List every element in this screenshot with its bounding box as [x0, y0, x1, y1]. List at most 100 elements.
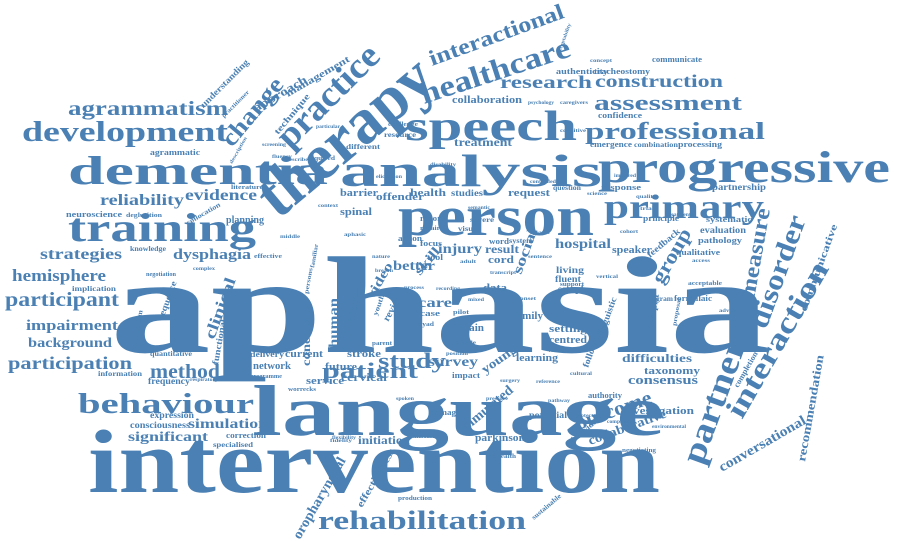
word-partnership: partnership: [712, 182, 766, 192]
word-pathology: pathology: [698, 236, 742, 245]
word-planning: planning: [226, 215, 264, 226]
word-sentence: sentence: [528, 255, 553, 260]
word-systematic: systematic: [706, 215, 753, 224]
word-psychology: psychology: [528, 101, 555, 106]
word-agrammatism: agrammatism: [68, 98, 228, 120]
word-protector: protector: [575, 414, 600, 419]
word-program: program: [645, 295, 673, 303]
word-evidence: evidence: [185, 187, 257, 204]
word-action: action: [398, 234, 423, 243]
word-context: context: [318, 204, 338, 209]
word-rehabilitation: rehabilitation: [318, 506, 527, 535]
word-investigation: investigation: [622, 406, 695, 417]
word-construction: construction: [595, 71, 723, 91]
word-collaboration: collaboration: [452, 95, 523, 106]
word-barrier: barrier: [340, 187, 378, 199]
word-pathway: pathway: [548, 399, 571, 404]
word-injury: injury: [438, 242, 482, 257]
word-resource: resource: [384, 131, 416, 139]
word-report: report: [420, 214, 444, 223]
word-programme: programme: [250, 374, 282, 380]
word-service: service: [306, 375, 344, 387]
word-intervention: intervention: [88, 413, 660, 512]
word-reliability: reliability: [100, 192, 184, 209]
word-behaviour: behaviour: [78, 389, 254, 420]
word-process: process: [404, 286, 424, 291]
word-sample: sample: [558, 284, 588, 294]
word-effective: effective: [254, 254, 282, 260]
word-science: science: [587, 192, 608, 197]
word-parent: parent: [372, 341, 392, 347]
word-response: response: [601, 183, 642, 192]
word-cognitive: cognitive: [560, 129, 587, 134]
word-semantic: semantic: [468, 206, 491, 211]
word-cultural: cultural: [570, 372, 593, 377]
word-potential: potential: [529, 410, 568, 420]
word-human: human: [327, 298, 342, 348]
word-pilot: pilot: [453, 310, 469, 316]
word-communicate: communicate: [652, 55, 702, 64]
word-challenge: challenge: [388, 122, 418, 128]
word-environmental: environmental: [652, 425, 687, 430]
word-information: information: [98, 370, 142, 378]
word-negotiating: negotiating: [622, 448, 656, 454]
word-onset: onset: [520, 297, 536, 302]
word-telehealth: telehealth: [486, 454, 517, 460]
word-describe: describe: [286, 158, 309, 163]
word-taxonomy: taxonomy: [644, 365, 701, 377]
word-person: person: [398, 186, 594, 248]
word-consciousness: consciousness: [130, 420, 191, 430]
word-respiratory: respiratory: [190, 378, 219, 383]
word-speech: speech: [405, 104, 577, 150]
word-system: system: [509, 237, 533, 245]
word-setting: setting: [549, 324, 587, 335]
word-brain: brain: [458, 323, 484, 334]
word-living: living: [556, 265, 585, 275]
word-fluent: fluent: [555, 274, 581, 284]
word-result: result: [485, 242, 519, 256]
word-health: health: [410, 187, 446, 199]
word-advice: advice: [719, 309, 738, 314]
word-emergence: emergence: [590, 140, 633, 149]
word-hemisphere: hemisphere: [12, 266, 106, 285]
word-progressive: progressive: [598, 143, 890, 192]
word-acquired: acquired: [307, 156, 336, 162]
word-mixed: mixed: [468, 298, 484, 303]
word-dementia: dementia: [68, 148, 328, 193]
word-production: production: [398, 496, 433, 502]
word-frequency: frequency: [148, 376, 191, 386]
word-speaker: speaker: [612, 245, 653, 256]
word-dyad: dyad: [418, 322, 435, 328]
word-delivery: delivery: [250, 350, 284, 359]
word-expression: expression: [150, 410, 194, 420]
word-different: different: [346, 143, 381, 151]
word-support: support: [560, 282, 584, 288]
word-background: background: [28, 336, 112, 351]
word-adult: adult: [460, 260, 476, 265]
word-study: study: [378, 348, 446, 373]
word-transcript: transcript: [490, 271, 516, 276]
word-initiation: initiation: [358, 433, 410, 447]
word-recording: recording: [436, 287, 461, 292]
word-processing: processing: [678, 140, 722, 149]
word-participation: participation: [8, 353, 132, 373]
word-spinal: spinal: [340, 207, 372, 218]
word-recommendation: recommendation: [794, 353, 827, 462]
word-stroke: stroke: [347, 349, 382, 360]
word-offender: offender: [376, 191, 424, 203]
word-fragile: fragile: [456, 341, 477, 346]
word-strategies: strategies: [40, 246, 122, 263]
word-literature: literature: [231, 185, 263, 191]
word-particular: particular: [316, 125, 341, 130]
word-position: position: [446, 352, 468, 357]
word-future: future: [325, 362, 358, 373]
word-authority: authority: [588, 391, 622, 400]
word-knowledge: knowledge: [130, 245, 166, 253]
word-request: request: [508, 187, 550, 199]
word-aphasic: aphasic: [344, 233, 367, 238]
word-language: language: [252, 371, 664, 451]
word-severe: severe: [470, 216, 494, 224]
word-evaluation: evaluation: [700, 225, 746, 235]
word-specialised: specialised: [213, 441, 253, 449]
